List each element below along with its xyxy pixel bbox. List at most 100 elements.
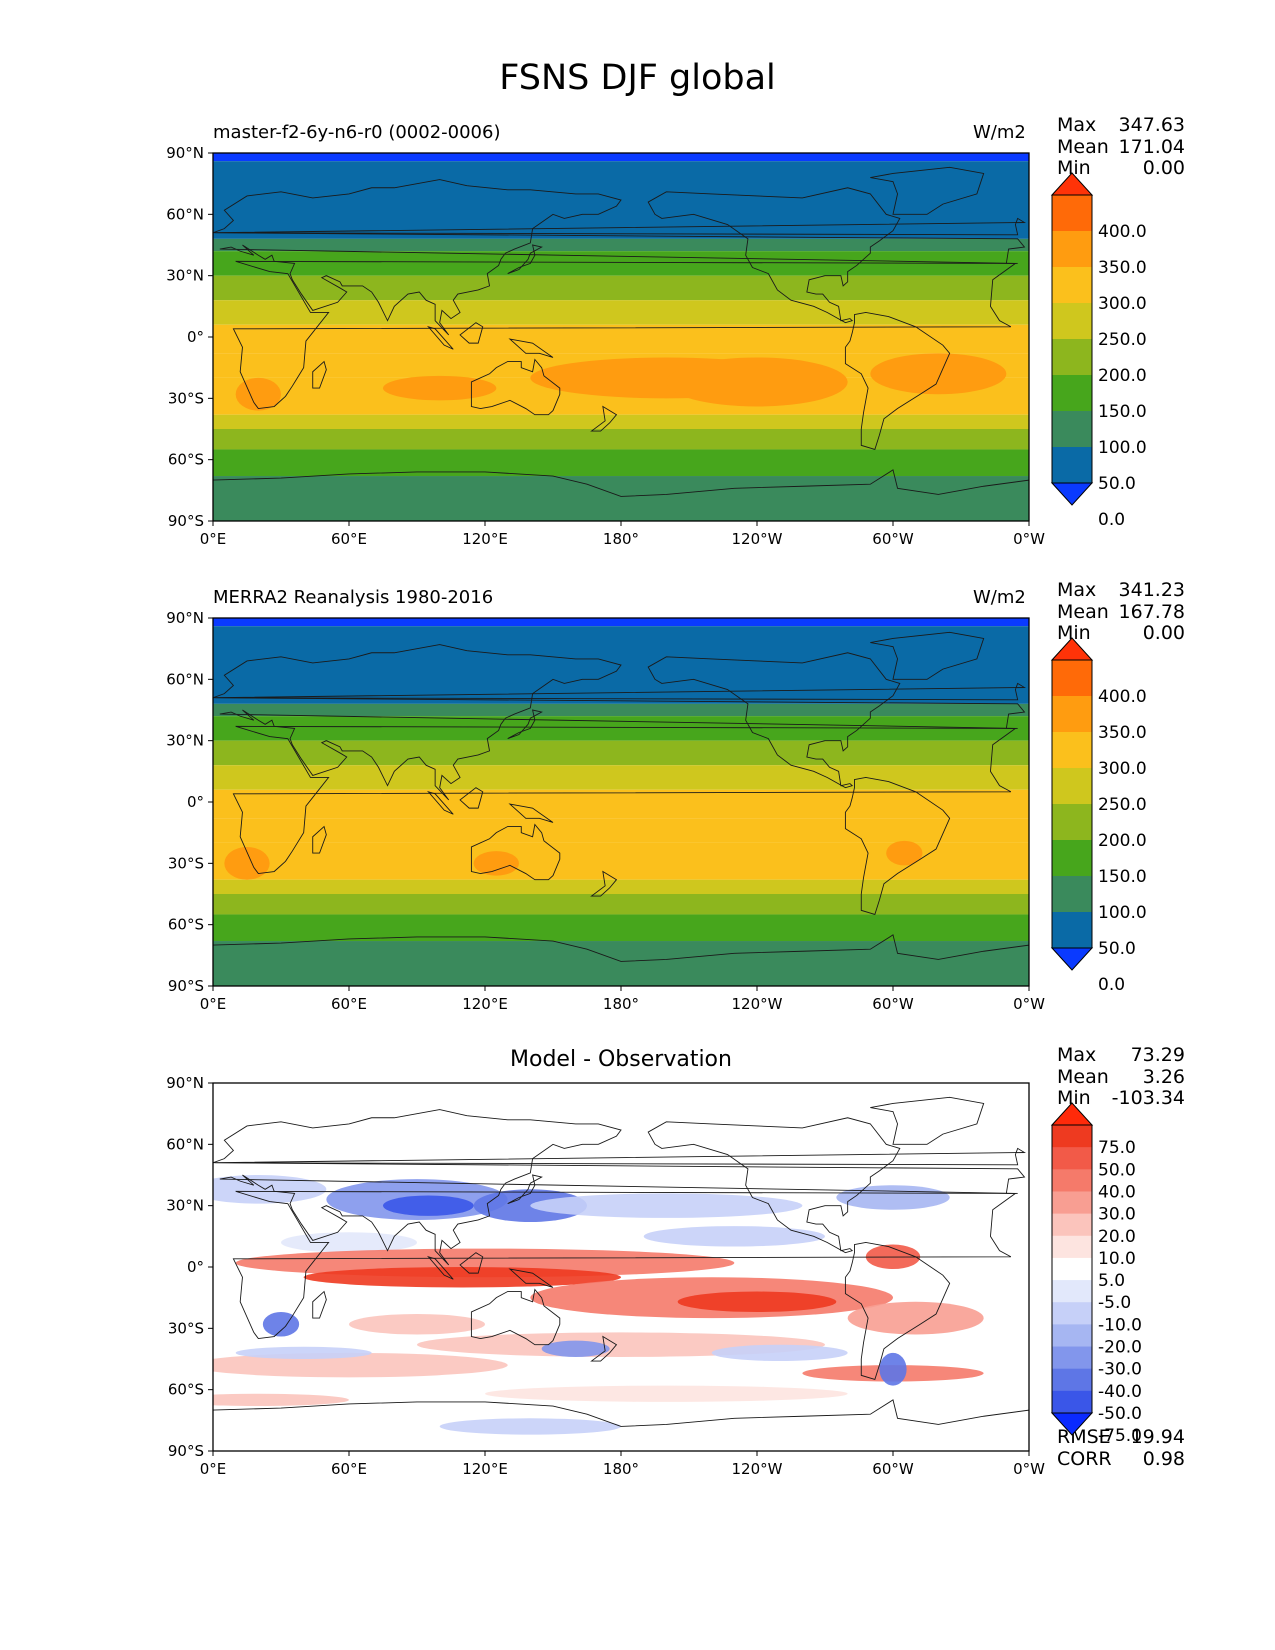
stat-min-value: 0.00 bbox=[1142, 622, 1185, 644]
x-tick-label: 0°E bbox=[200, 530, 227, 548]
hotspot bbox=[383, 375, 497, 401]
colorbar-label: 30.0 bbox=[1098, 1205, 1136, 1225]
stat-min-value: 0.00 bbox=[1142, 157, 1185, 179]
colorbar-label: 200.0 bbox=[1098, 831, 1147, 851]
coastline bbox=[312, 825, 327, 854]
x-tick-label: 180° bbox=[603, 995, 639, 1013]
coastline bbox=[232, 725, 1017, 875]
stat-mean-value: 3.26 bbox=[1142, 1065, 1185, 1088]
field-band bbox=[213, 449, 1029, 477]
field-band bbox=[213, 300, 1029, 325]
coastline bbox=[459, 322, 484, 344]
coastline bbox=[213, 179, 1026, 336]
anomaly-patch bbox=[213, 1352, 508, 1378]
x-tick-label: 60°E bbox=[331, 995, 367, 1013]
y-tick-label: 90°S bbox=[168, 977, 204, 995]
coastline bbox=[844, 1242, 951, 1381]
anomaly-patch bbox=[485, 1385, 848, 1402]
field-band bbox=[213, 740, 1029, 766]
colorbar-2: 400.0 350.0 300.0 250.0 200.0 150.0 100.0 50.0 0… bbox=[1050, 637, 1147, 995]
colorbar-label: -50.0 bbox=[1098, 1404, 1142, 1424]
colorbar-label: -30.0 bbox=[1098, 1360, 1142, 1380]
field-band bbox=[213, 414, 1029, 429]
colorbar-label: -75.0 bbox=[1098, 1426, 1142, 1446]
colorbar-swatch bbox=[1052, 912, 1092, 949]
field-band bbox=[213, 879, 1029, 894]
colorbar-swatch bbox=[1052, 1147, 1092, 1170]
colorbar-swatch bbox=[1052, 1191, 1092, 1215]
colorbar-label: 75.0 bbox=[1098, 1138, 1136, 1158]
coastline bbox=[507, 244, 543, 275]
coastline bbox=[508, 803, 554, 823]
coastline bbox=[426, 790, 454, 815]
field-band bbox=[213, 818, 1029, 843]
anomaly-patch bbox=[281, 1232, 417, 1253]
coastline bbox=[213, 1399, 1029, 1451]
colorbar-swatch bbox=[1052, 1125, 1092, 1148]
colorbar-swatch bbox=[1052, 1390, 1092, 1414]
coastline bbox=[459, 1252, 484, 1274]
field-band bbox=[213, 765, 1029, 790]
anomaly-patch bbox=[711, 1344, 848, 1362]
coastline bbox=[215, 1147, 1027, 1166]
colorbar-label: -10.0 bbox=[1098, 1315, 1142, 1335]
stat-max-label: Max bbox=[1057, 114, 1097, 136]
stat-max-label: Max bbox=[1057, 579, 1097, 601]
map-panel-2 bbox=[212, 617, 1030, 987]
y-tick-label: 30°N bbox=[166, 1197, 204, 1215]
colorbar-label: 300.0 bbox=[1098, 759, 1147, 779]
x-tick-label: 60°W bbox=[872, 1460, 914, 1478]
field-band bbox=[213, 789, 1029, 819]
coastline bbox=[426, 1255, 454, 1280]
coastline bbox=[590, 1335, 618, 1362]
colorbar-1: 400.0 350.0 300.0 250.0 200.0 150.0 100.0 50.0 0… bbox=[1050, 172, 1147, 530]
coastline bbox=[426, 325, 454, 350]
y-tick-label: 90°N bbox=[166, 1074, 204, 1092]
field-band bbox=[213, 914, 1029, 942]
stat-min-label: Min bbox=[1057, 157, 1091, 179]
colorbar-swatch bbox=[1052, 411, 1092, 448]
panel2-units: W/m2 bbox=[973, 587, 1026, 608]
panel1-units: W/m2 bbox=[973, 122, 1026, 143]
anomaly-patch bbox=[213, 1175, 327, 1204]
colorbar-swatch bbox=[1052, 339, 1092, 376]
colorbar-label: -20.0 bbox=[1098, 1338, 1142, 1358]
field-band bbox=[213, 894, 1029, 915]
colorbar-extend-bottom bbox=[1050, 947, 1094, 971]
stat-min-label: Min bbox=[1057, 622, 1091, 644]
colorbar-swatch bbox=[1052, 303, 1092, 340]
colorbar-label: 100.0 bbox=[1098, 438, 1147, 458]
panel3-center-title: Model - Observation bbox=[510, 1047, 732, 1072]
y-tick-label: 90°N bbox=[166, 144, 204, 162]
x-tick-label: 0°E bbox=[200, 1460, 227, 1478]
anomaly-patch bbox=[439, 1418, 621, 1435]
x-tick-label: 120°W bbox=[732, 995, 783, 1013]
colorbar-label: 400.0 bbox=[1098, 222, 1147, 242]
x-tick-label: 180° bbox=[603, 1460, 639, 1478]
coastline bbox=[470, 823, 561, 881]
y-tick-label: 30°S bbox=[168, 854, 204, 872]
x-tick-label: 120°E bbox=[462, 530, 508, 548]
stat-max-label: Max bbox=[1057, 1044, 1097, 1066]
colorbar-label: 50.0 bbox=[1098, 939, 1136, 959]
field-band bbox=[213, 618, 1029, 627]
stat-max-value: 341.23 bbox=[1118, 579, 1185, 601]
coastline bbox=[590, 870, 618, 897]
x-tick-label: 60°W bbox=[872, 995, 914, 1013]
figure-title: FSNS DJF global bbox=[499, 58, 776, 98]
stat-mean-value: 171.04 bbox=[1118, 135, 1185, 158]
colorbar-label: 0.0 bbox=[1098, 975, 1125, 995]
coastline bbox=[470, 1288, 561, 1346]
map-panel-1 bbox=[212, 152, 1030, 522]
coastline bbox=[213, 934, 1029, 986]
colorbar-extend-bottom bbox=[1050, 482, 1094, 506]
y-tick-label: 60°S bbox=[168, 451, 204, 469]
hotspot bbox=[235, 377, 281, 411]
anomaly-patch bbox=[303, 1267, 621, 1288]
anomaly-patch bbox=[383, 1195, 474, 1216]
hotspot bbox=[224, 846, 270, 880]
field-band bbox=[213, 429, 1029, 450]
colorbar-label: 5.0 bbox=[1098, 1271, 1125, 1291]
x-tick-label: 60°E bbox=[331, 530, 367, 548]
colorbar-swatch bbox=[1052, 1368, 1092, 1392]
